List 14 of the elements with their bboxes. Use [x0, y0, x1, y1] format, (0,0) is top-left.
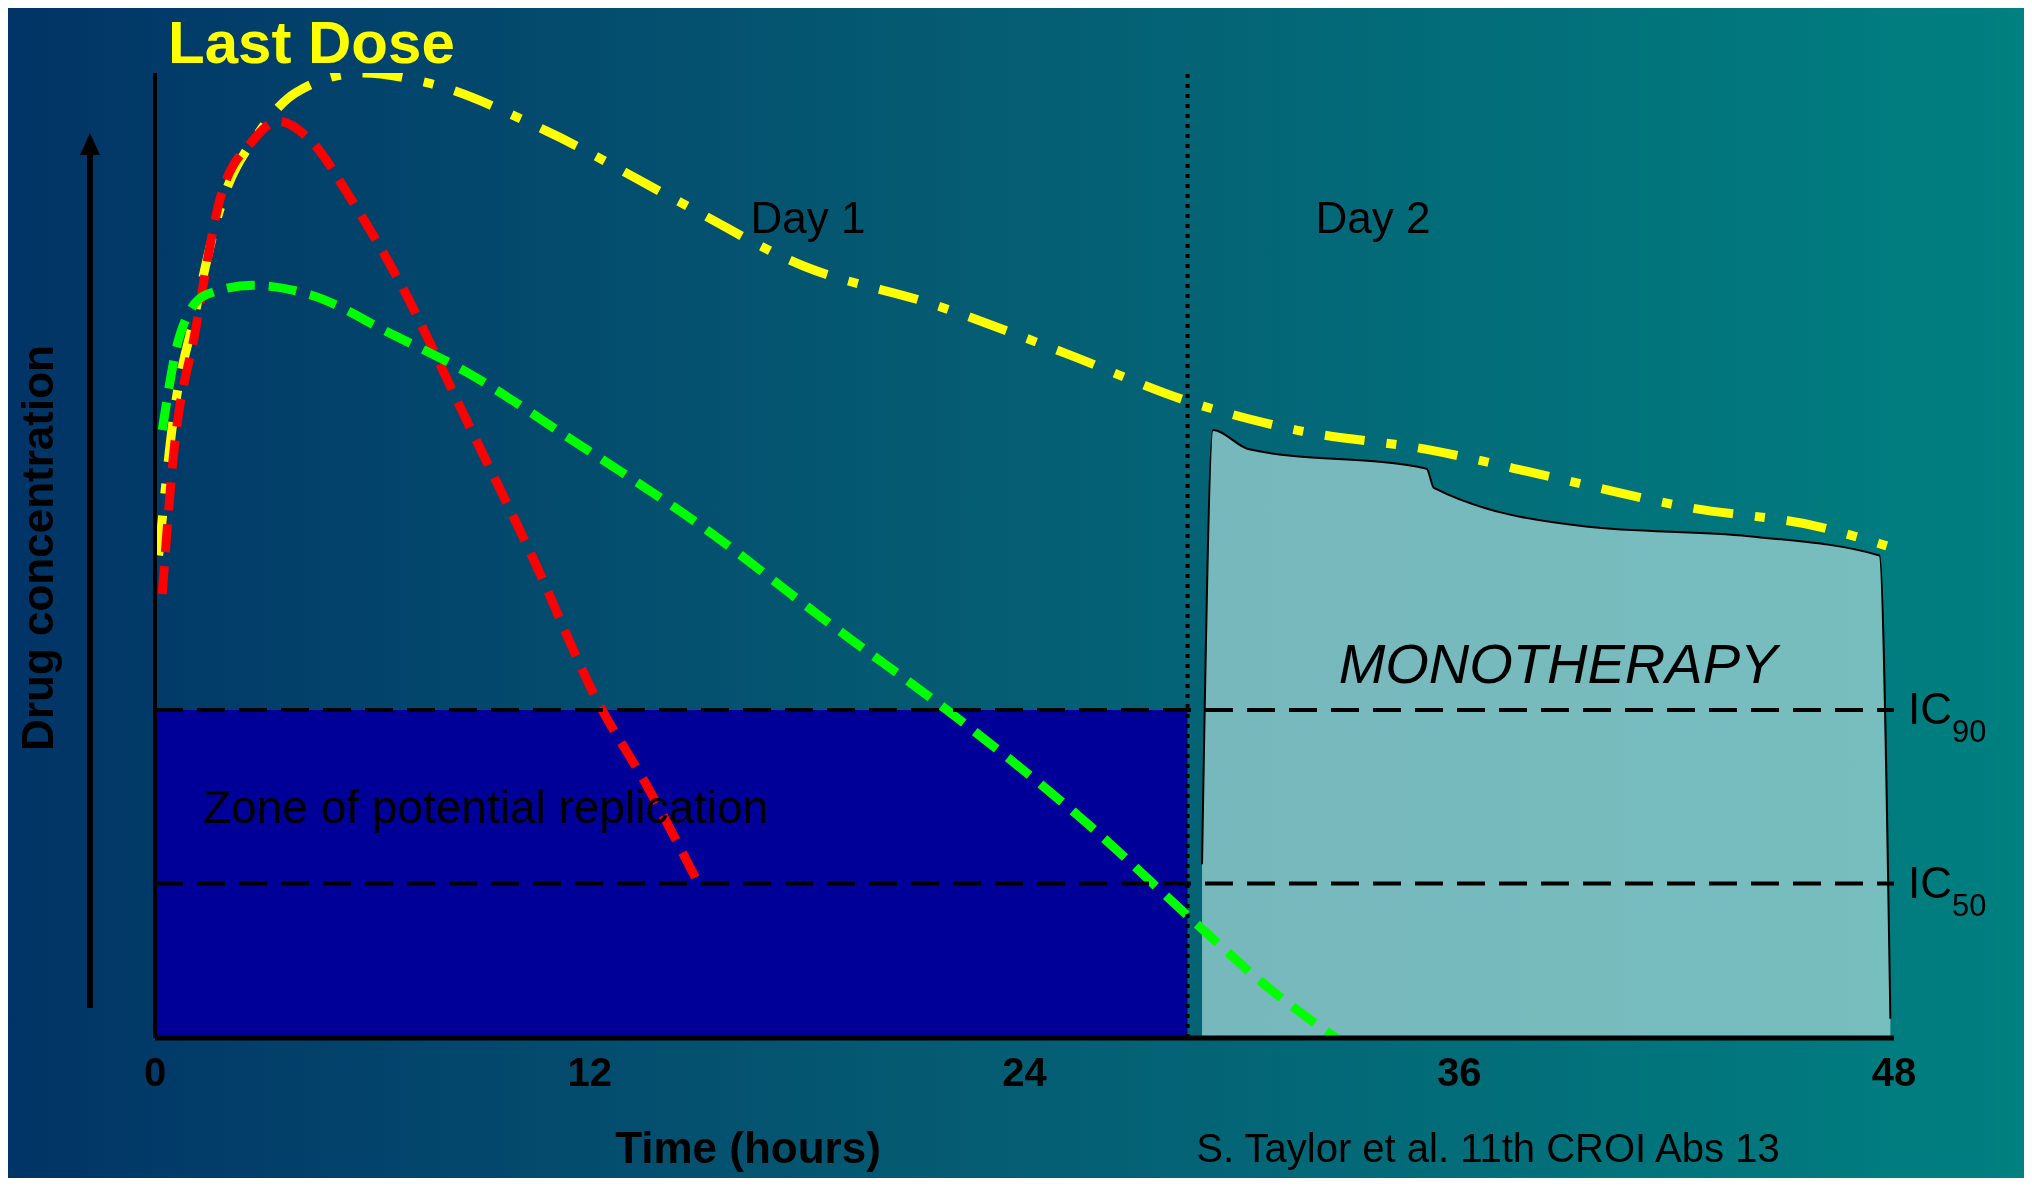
ref-line-label: IC$_{50}$: [1908, 857, 1987, 923]
band-label: Zone of potential replication: [203, 780, 769, 834]
x-tick-label: 36: [1437, 1050, 1482, 1095]
chart-title: Last Dose: [168, 8, 455, 77]
x-axis-title: Time (hours): [615, 1123, 881, 1173]
text: S. Taylor et al. 11th CROI Abs 13: [1196, 1125, 1780, 1171]
ref-line-label: IC$_{90}$: [1908, 683, 1987, 749]
x-tick-label: 12: [567, 1050, 612, 1095]
annotation: Day 2: [1315, 193, 1431, 243]
x-tick-label: 0: [143, 1050, 167, 1095]
annotation: Day 1: [750, 193, 866, 243]
x-tick-label: 48: [1871, 1050, 1917, 1095]
y-axis-title: Drug concentration: [13, 345, 63, 751]
x-tick-label: 24: [1002, 1050, 1048, 1095]
